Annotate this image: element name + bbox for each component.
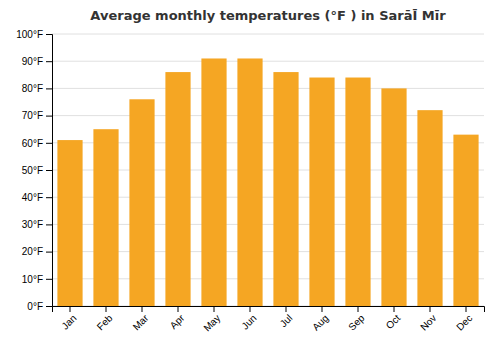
bar (237, 58, 262, 306)
y-tick-label: 0°F (27, 301, 43, 312)
y-tick-mark (46, 279, 52, 280)
x-tick: Aug (310, 306, 330, 333)
x-tick-mark (322, 306, 323, 312)
x-tick-label: Feb (95, 312, 115, 332)
y-tick-mark (46, 170, 52, 171)
bar (309, 78, 334, 306)
bar (345, 78, 370, 306)
x-tick: Jan (59, 306, 78, 332)
bar (453, 135, 478, 306)
axis-line (46, 35, 53, 307)
x-tick: Nov (418, 306, 438, 333)
x-tick: May (201, 306, 222, 334)
grid-line (52, 34, 484, 35)
x-tick: Mar (131, 306, 151, 332)
y-tick-label: 70°F (22, 110, 43, 121)
y-tick: 100°F (16, 29, 52, 40)
x-tick: Apr (168, 306, 187, 331)
y-tick-mark (46, 252, 52, 253)
grid (52, 34, 484, 306)
y-tick-label: 80°F (22, 83, 43, 94)
title: Average monthly temperatures (°F ) in Sa… (90, 8, 446, 23)
x-tick-label: Dec (454, 312, 474, 332)
x-tick: Feb (95, 306, 115, 332)
y-tick-label: 100°F (16, 29, 43, 40)
y-tick-mark (46, 34, 52, 35)
x-tick-label: Oct (384, 312, 403, 331)
y-tick: 50°F (22, 165, 52, 176)
x-tick: Sep (346, 306, 367, 333)
bar (381, 88, 406, 306)
x-tick-mark (178, 306, 179, 312)
bar (417, 110, 442, 306)
bar (165, 72, 190, 306)
x-tick-mark (466, 306, 467, 312)
x-tick-mark (106, 306, 107, 312)
y-tick-mark (46, 143, 52, 144)
y-axis: 0°F 10°F 20°F 30°F 40°F 50°F 60°F 70°F 80°F 90°F 1… (16, 29, 52, 312)
x-tick: Dec (454, 306, 474, 333)
y-tick: 30°F (22, 219, 52, 230)
x-tick-label: Apr (168, 312, 187, 331)
x-tick-label: Mar (131, 312, 151, 332)
plot-area (57, 58, 478, 306)
x-tick: Jul (278, 306, 295, 329)
x-tick-label: Sep (346, 312, 367, 333)
x-tick-mark (214, 306, 215, 312)
x-tick-mark (70, 306, 71, 312)
x-tick-label: Jul (278, 312, 295, 329)
x-tick-mark (358, 306, 359, 312)
y-tick: 60°F (22, 138, 52, 149)
y-tick: 40°F (22, 192, 52, 203)
x-tick-label: Aug (310, 312, 330, 332)
x-tick-label: Jan (59, 312, 78, 331)
grid-line (52, 88, 484, 89)
y-tick-label: 50°F (22, 165, 43, 176)
x-tick: Jun (239, 306, 258, 332)
y-tick-label: 60°F (22, 138, 43, 149)
y-tick: 10°F (22, 274, 52, 285)
y-tick-label: 10°F (22, 274, 43, 285)
y-tick-label: 40°F (22, 192, 43, 203)
bar (57, 140, 82, 306)
y-tick-mark (46, 306, 52, 307)
chart-container: Jan Feb Mar Apr May Jun Jul Aug Sep Oct Nov Dec 0°F 1… (0, 0, 500, 350)
y-tick-label: 30°F (22, 219, 43, 230)
x-axis: Jan Feb Mar Apr May Jun Jul Aug Sep Oct Nov Dec (53, 306, 485, 334)
x-tick-mark (430, 306, 431, 312)
x-tick-label: May (201, 312, 222, 333)
x-tick-mark (250, 306, 251, 312)
bar (273, 72, 298, 306)
bar (129, 99, 154, 306)
x-tick: Oct (384, 306, 403, 331)
chart: Jan Feb Mar Apr May Jun Jul Aug Sep Oct Nov Dec 0°F 1… (0, 0, 500, 350)
y-tick-mark (46, 61, 52, 62)
y-tick: 0°F (27, 301, 52, 312)
bar (201, 58, 226, 306)
y-tick-mark (46, 88, 52, 89)
x-tick-label: Nov (418, 312, 438, 332)
y-tick-label: 20°F (22, 246, 43, 257)
grid-line (52, 61, 484, 62)
y-tick-mark (46, 116, 52, 117)
y-tick-label: 90°F (22, 56, 43, 67)
y-tick-mark (46, 197, 52, 198)
x-tick-mark (286, 306, 287, 312)
x-tick-mark (394, 306, 395, 312)
y-tick: 90°F (22, 56, 52, 67)
x-tick-label: Jun (239, 312, 258, 331)
y-tick: 80°F (22, 83, 52, 94)
axis-line (53, 307, 485, 313)
bar (93, 129, 118, 306)
y-tick: 20°F (22, 246, 52, 257)
x-tick-mark (142, 306, 143, 312)
y-tick-mark (46, 224, 52, 225)
y-tick: 70°F (22, 110, 52, 121)
